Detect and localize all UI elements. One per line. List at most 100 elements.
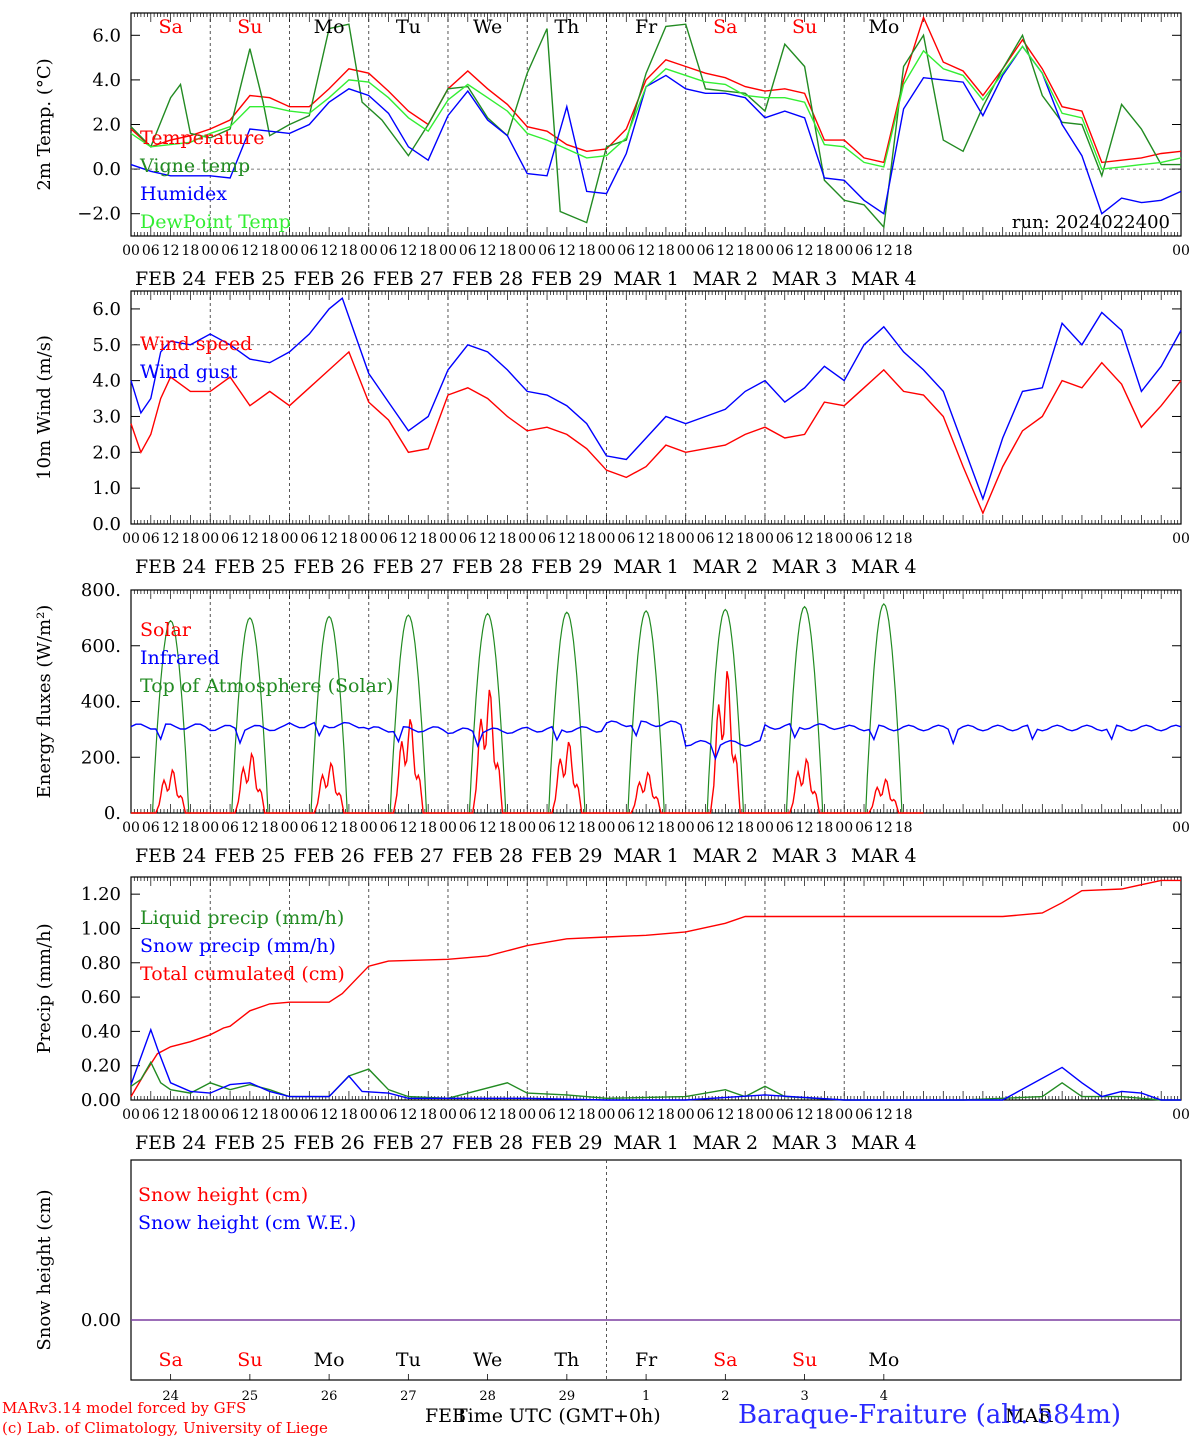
hour-label: 12 [399, 531, 417, 547]
hour-label: 00 [1172, 820, 1190, 836]
series-line-toa-solar [844, 602, 924, 814]
y-tick-label: 1.20 [81, 884, 121, 905]
y-tick-label: 0.40 [81, 1021, 121, 1042]
date-label: FEB 26 [293, 556, 364, 578]
day-number: 28 [479, 1389, 496, 1404]
date-label: MAR 3 [772, 1132, 838, 1154]
hour-label: 12 [558, 1107, 576, 1123]
hour-label: 00 [518, 1107, 536, 1123]
hour-label: 06 [617, 1107, 635, 1123]
hour-label: 00 [281, 820, 299, 836]
date-label: FEB 29 [531, 845, 602, 867]
hour-label: 18 [895, 531, 913, 547]
hour-label: 00 [677, 820, 695, 836]
y-tick-label: 2.0 [92, 115, 121, 136]
series-line-solar [289, 761, 369, 814]
series-line-infrared [130, 720, 1182, 761]
hour-label: 18 [499, 243, 517, 259]
weekday-label: Sa [158, 16, 182, 38]
weekday-label: Su [237, 1349, 262, 1371]
series-line-wind-gust [130, 297, 1182, 502]
date-label: FEB 25 [214, 1132, 285, 1154]
hour-label: 12 [716, 1107, 734, 1123]
hour-label: 06 [300, 820, 318, 836]
y-axis-label: Precip (mm/h) [34, 923, 55, 1053]
hour-label: 06 [538, 1107, 556, 1123]
hour-label: 06 [142, 243, 160, 259]
hour-label: 06 [617, 820, 635, 836]
hour-label: 06 [697, 1107, 715, 1123]
hour-label: 06 [221, 531, 239, 547]
hour-label: 00 [518, 531, 536, 547]
hour-label: 00 [439, 531, 457, 547]
hour-label: 00 [598, 820, 616, 836]
y-tick-label: 0. [104, 803, 121, 824]
y-axis-label: Energy fluxes (W/m²) [34, 605, 55, 799]
y-tick-label: 2.0 [92, 442, 121, 463]
hour-label: 00 [677, 1107, 695, 1123]
model-credit: MARv3.14 model forced by GFS [2, 1399, 247, 1417]
weekday-label: Mo [314, 1349, 345, 1371]
hour-label: 18 [578, 1107, 596, 1123]
weekday-label: Th [554, 16, 579, 38]
legend-liquid-precip-mm-h-: Liquid precip (mm/h) [140, 907, 344, 929]
hour-label: 12 [162, 243, 180, 259]
series-line-toa-solar [210, 617, 290, 814]
legend-snow-precip-mm-h-: Snow precip (mm/h) [140, 935, 336, 957]
x-axis-title: Time UTC (GMT+0h) [455, 1405, 661, 1427]
weekday-label: Fr [635, 16, 658, 38]
hour-label: 12 [241, 243, 259, 259]
hour-label: 12 [320, 243, 338, 259]
weekday-label: Su [792, 16, 817, 38]
y-tick-label: 400. [81, 692, 121, 713]
month-label-feb: FEB [425, 1405, 467, 1427]
date-label: MAR 4 [851, 268, 917, 290]
date-label: MAR 3 [772, 556, 838, 578]
hour-label: 12 [796, 243, 814, 259]
hour-label: 06 [776, 243, 794, 259]
hour-label: 18 [340, 1107, 358, 1123]
legend-total-cumulated-cm-: Total cumulated (cm) [140, 963, 345, 985]
date-label: FEB 26 [293, 845, 364, 867]
hour-label: 18 [499, 820, 517, 836]
date-label: FEB 24 [135, 556, 206, 578]
y-tick-label: 6.0 [92, 299, 121, 320]
hour-label: 06 [221, 243, 239, 259]
series-line-solar [210, 751, 290, 814]
series-line-toa-solar [289, 615, 369, 814]
hour-label: 00 [201, 820, 219, 836]
date-label: FEB 27 [373, 1132, 444, 1154]
panel-3 [130, 589, 1182, 814]
date-label: FEB 28 [452, 556, 523, 578]
hour-label: 06 [538, 531, 556, 547]
date-label: FEB 27 [373, 845, 444, 867]
weekday-label: Tu [396, 16, 421, 38]
y-tick-label: 0.00 [81, 1310, 121, 1331]
legend-vigne-temp: Vigne temp [139, 155, 250, 177]
legend-snow-height-cm-: Snow height (cm) [138, 1184, 308, 1206]
hour-label: 12 [716, 820, 734, 836]
hour-label: 06 [855, 820, 873, 836]
hour-label: 12 [875, 243, 893, 259]
y-tick-label: 200. [81, 747, 121, 768]
series-line-solar [131, 768, 211, 814]
hour-label: 18 [657, 820, 675, 836]
hour-label: 12 [479, 531, 497, 547]
y-tick-label: 0.0 [92, 159, 121, 180]
hour-label: 06 [380, 1107, 398, 1123]
hour-label: 00 [122, 531, 140, 547]
hour-label: 00 [835, 243, 853, 259]
hour-label: 06 [617, 531, 635, 547]
hour-label: 00 [360, 1107, 378, 1123]
hour-label: 12 [241, 820, 259, 836]
y-tick-label: 0.00 [81, 1090, 121, 1111]
date-label: MAR 4 [851, 556, 917, 578]
legend-temperature: Temperature [140, 127, 264, 149]
hour-label: 18 [578, 531, 596, 547]
hour-label: 18 [815, 820, 833, 836]
date-label: FEB 28 [452, 1132, 523, 1154]
hour-label: 00 [201, 243, 219, 259]
hour-label: 06 [855, 243, 873, 259]
hour-label: 00 [518, 820, 536, 836]
hour-label: 12 [558, 531, 576, 547]
